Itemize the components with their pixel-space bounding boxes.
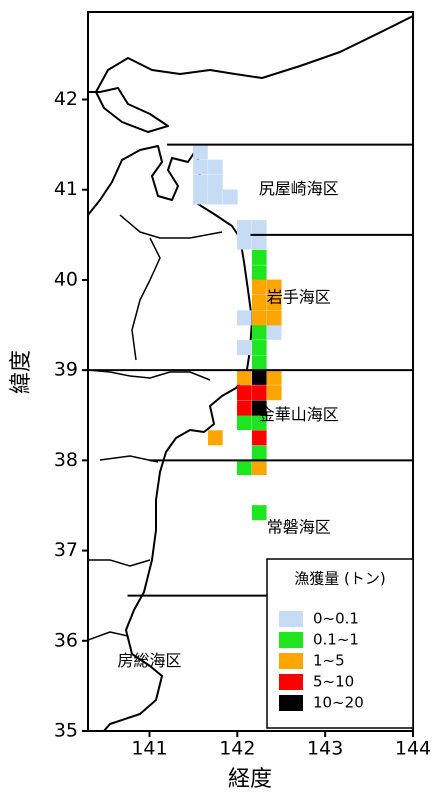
x-tick-label: 144 xyxy=(395,738,431,760)
catch-cell xyxy=(237,385,252,401)
catch-cell xyxy=(251,430,267,446)
catch-cell xyxy=(237,400,252,416)
catch-cell xyxy=(251,385,267,401)
catch-cell xyxy=(237,340,252,356)
legend-swatch xyxy=(279,632,303,648)
catch-cell xyxy=(251,234,267,250)
y-tick-label: 42 xyxy=(54,88,78,110)
sea-area-label: 金華山海区 xyxy=(259,405,339,424)
catch-cell xyxy=(237,369,252,385)
legend-swatch xyxy=(279,611,303,627)
catch-cell xyxy=(237,460,252,476)
y-tick-label: 35 xyxy=(54,720,78,742)
catch-cell xyxy=(237,414,252,430)
catch-cell xyxy=(251,355,267,371)
catch-cell xyxy=(193,159,208,175)
catch-cell xyxy=(208,159,223,175)
legend-label: 10~20 xyxy=(313,694,364,712)
sea-area-label: 尻屋崎海区 xyxy=(259,179,339,198)
x-axis-label: 経度 xyxy=(228,767,272,792)
y-tick-label: 38 xyxy=(54,449,78,471)
catch-cell xyxy=(251,340,267,356)
x-tick-label: 143 xyxy=(307,738,343,760)
catch-cell xyxy=(251,220,267,236)
plot-area xyxy=(193,144,282,521)
catch-cell xyxy=(251,505,267,521)
sea-area-label: 房総海区 xyxy=(117,651,181,670)
catch-cell xyxy=(208,430,223,446)
catch-cell xyxy=(266,310,282,326)
catch-cell xyxy=(251,460,267,476)
catch-cell xyxy=(251,310,267,326)
catch-cell xyxy=(208,174,223,191)
y-tick-label: 39 xyxy=(54,359,78,381)
y-tick-label: 37 xyxy=(54,539,78,561)
catch-cell xyxy=(237,234,252,250)
sea-area-label: 常磐海区 xyxy=(267,518,331,537)
y-tick-label: 40 xyxy=(54,268,78,290)
catch-cell xyxy=(193,174,208,191)
catch-cell xyxy=(251,400,267,416)
y-tick-label: 41 xyxy=(54,178,78,200)
x-tick-label: 142 xyxy=(219,738,255,760)
catch-cell xyxy=(251,445,267,461)
x-tick-label: 141 xyxy=(131,738,167,760)
catch-cell xyxy=(251,249,267,265)
catch-cell xyxy=(266,385,282,401)
catch-cell xyxy=(237,220,252,236)
catch-cell xyxy=(222,189,238,205)
legend-title: 漁獲量 (トン) xyxy=(294,570,385,588)
sea-area-label: 岩手海区 xyxy=(267,287,331,306)
catch-cell xyxy=(208,189,223,205)
catch-cell xyxy=(193,189,208,205)
catch-cell xyxy=(251,414,267,430)
frame xyxy=(87,11,414,732)
legend-label: 5~10 xyxy=(313,673,354,691)
catch-cell xyxy=(251,279,267,295)
legend-swatch xyxy=(279,653,303,669)
catch-cell xyxy=(266,369,282,385)
legend-swatch xyxy=(279,695,303,711)
catch-cell xyxy=(251,294,267,311)
catch-cell xyxy=(266,324,282,340)
legend-label: 0~0.1 xyxy=(313,610,359,628)
catch-cell xyxy=(237,310,252,326)
y-tick-label: 36 xyxy=(54,629,78,651)
y-axis-label: 緯度 xyxy=(9,350,34,394)
catch-cell xyxy=(251,369,267,385)
legend-label: 0.1~1 xyxy=(313,631,359,649)
legend-label: 1~5 xyxy=(313,652,345,670)
catch-cell xyxy=(251,324,267,340)
legend-swatch xyxy=(279,674,303,690)
coastline xyxy=(88,12,413,731)
catch-cell xyxy=(266,279,282,295)
catch-cell xyxy=(251,265,267,281)
catch-cell xyxy=(266,294,282,311)
catch-cell xyxy=(193,144,208,160)
